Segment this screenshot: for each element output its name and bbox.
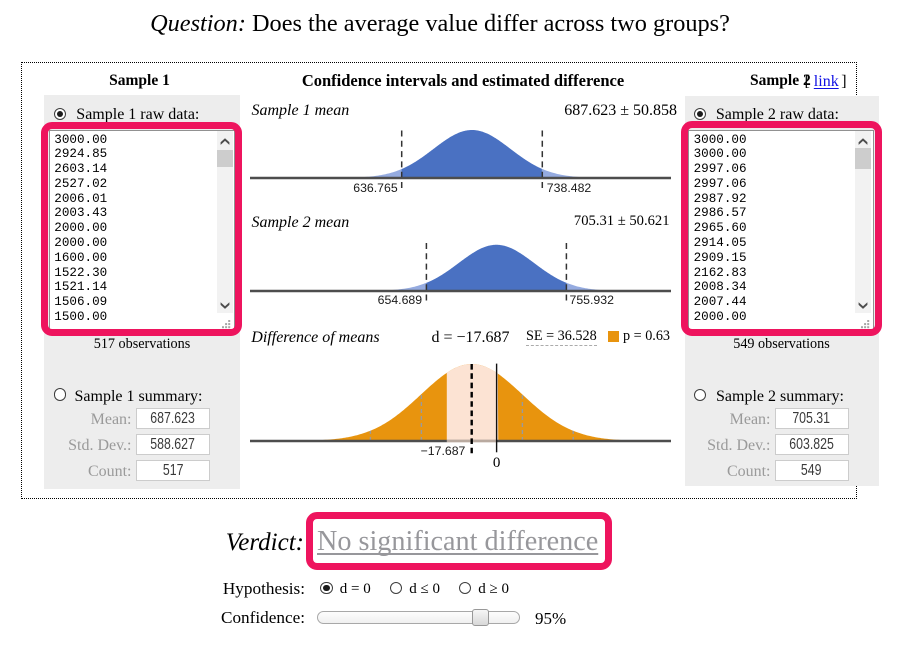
svg-text:738.482: 738.482 [547, 181, 592, 195]
svg-text:−17.687: −17.687 [421, 444, 466, 458]
svg-text:636.765: 636.765 [353, 181, 398, 195]
svg-text:654.689: 654.689 [378, 293, 423, 307]
svg-text:755.932: 755.932 [570, 293, 615, 307]
svg-text:0: 0 [493, 455, 501, 471]
